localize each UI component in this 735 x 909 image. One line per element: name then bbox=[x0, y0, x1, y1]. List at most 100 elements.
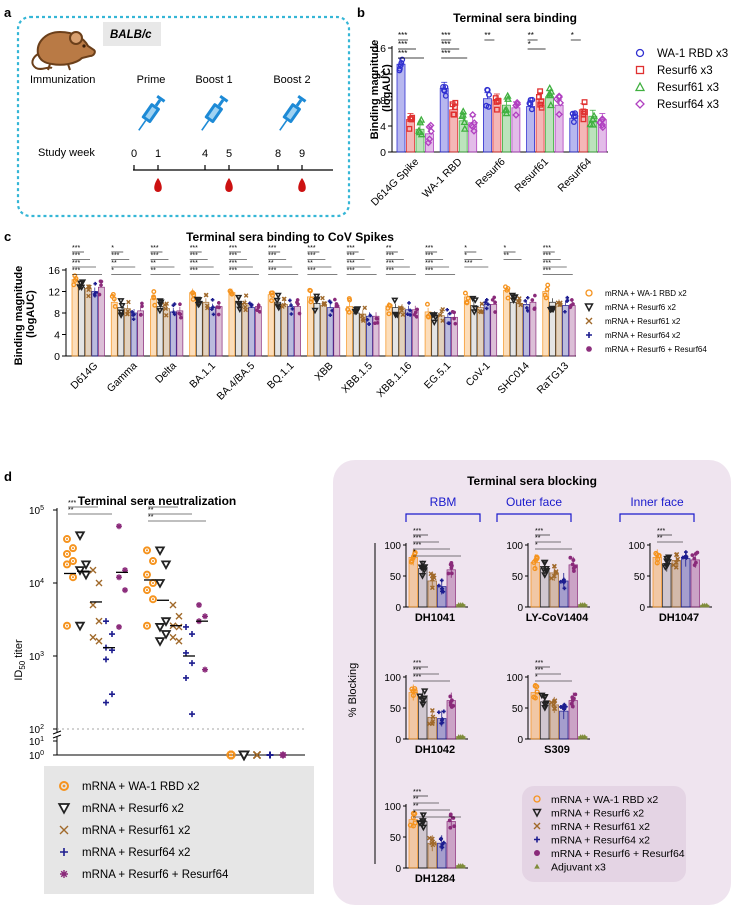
data-point bbox=[436, 583, 441, 588]
sig-text: ** bbox=[148, 500, 154, 507]
data-point bbox=[154, 546, 166, 557]
data-point bbox=[288, 298, 292, 303]
data-point bbox=[469, 295, 477, 303]
data-point bbox=[414, 314, 419, 319]
data-point bbox=[122, 587, 128, 594]
data-point bbox=[346, 309, 352, 315]
data-point bbox=[439, 578, 444, 583]
data-point bbox=[202, 613, 208, 620]
y-tick-label: 16 bbox=[374, 43, 386, 55]
data-point bbox=[512, 111, 520, 119]
data-point bbox=[229, 290, 234, 296]
data-point bbox=[307, 287, 313, 293]
week-label-4: 4 bbox=[202, 148, 208, 160]
data-point bbox=[386, 311, 392, 317]
panel-e-chart: Terminal sera blocking % Blocking RBM Out… bbox=[333, 460, 731, 905]
data-point bbox=[257, 310, 262, 314]
sig-text: *** bbox=[413, 667, 421, 674]
data-point bbox=[568, 555, 573, 560]
bar-mRNA + Resurf64 x2 bbox=[169, 311, 177, 357]
bar-mRNA + WA-1 RBD x2 bbox=[307, 296, 314, 357]
data-point bbox=[692, 556, 697, 561]
x-tick-label: BA.4/BA.5 bbox=[215, 360, 258, 403]
bar-Resurf61 x3 bbox=[458, 120, 468, 153]
data-point bbox=[72, 277, 78, 283]
data-point bbox=[63, 535, 71, 544]
legend-marker bbox=[532, 808, 542, 818]
sig-text: *** bbox=[347, 260, 355, 267]
sig-text: *** bbox=[413, 535, 421, 542]
data-point bbox=[333, 297, 337, 302]
data-point bbox=[460, 734, 466, 739]
bar-mRNA + Resurf64 x2 bbox=[248, 307, 256, 357]
data-point bbox=[387, 303, 393, 309]
study-week-label: Study week bbox=[38, 147, 95, 159]
sig-text: ** bbox=[68, 507, 74, 514]
data-point bbox=[140, 301, 144, 306]
bar-mRNA + Resurf64 x2 bbox=[483, 304, 491, 357]
data-point bbox=[441, 87, 447, 94]
data-point bbox=[116, 523, 122, 530]
y-tick-label: 0 bbox=[54, 351, 60, 363]
data-point bbox=[295, 300, 299, 305]
x-tick-label: Delta bbox=[153, 360, 179, 386]
data-point bbox=[505, 295, 511, 301]
data-point-ring bbox=[63, 549, 71, 558]
data-point bbox=[391, 297, 399, 305]
panel-e-ylabel: % Blocking bbox=[347, 663, 359, 717]
y-tick-label: 0 bbox=[395, 603, 401, 614]
data-point-ring bbox=[69, 573, 77, 582]
bar-mRNA + Resurf61 x2 bbox=[320, 305, 327, 357]
data-point bbox=[69, 544, 77, 553]
data-point-ring bbox=[143, 621, 151, 630]
data-point-center bbox=[65, 552, 69, 556]
sig-text: * bbox=[571, 31, 574, 40]
data-point-center bbox=[151, 559, 155, 563]
legend-marker-center bbox=[62, 784, 66, 788]
data-point bbox=[493, 310, 497, 314]
group-bracket bbox=[405, 513, 481, 522]
sig-text: *** bbox=[543, 260, 551, 267]
data-point bbox=[493, 106, 500, 113]
sig-text: *** bbox=[72, 253, 80, 260]
bar-mRNA + WA-1 RBD x2 bbox=[110, 301, 118, 357]
data-point bbox=[419, 560, 427, 568]
data-point bbox=[375, 321, 380, 325]
x-tick-label: RaTG13 bbox=[535, 360, 572, 397]
y-tick-label: 102 bbox=[29, 724, 44, 736]
data-point bbox=[217, 305, 221, 310]
sig-text: *** bbox=[413, 789, 421, 796]
sig-text: *** bbox=[441, 40, 450, 49]
data-point bbox=[256, 303, 261, 308]
data-point bbox=[565, 295, 570, 300]
data-point bbox=[451, 816, 456, 820]
data-point bbox=[484, 297, 489, 302]
bar-mRNA + Resurf6 + Resurf64 bbox=[254, 306, 262, 357]
data-point-center bbox=[151, 598, 155, 601]
data-point bbox=[368, 313, 373, 318]
data-point bbox=[479, 301, 485, 307]
data-point bbox=[419, 824, 428, 832]
y-tick-label: 12 bbox=[48, 287, 60, 299]
data-point bbox=[416, 693, 424, 701]
data-point bbox=[78, 279, 87, 286]
y-tick-label: 100 bbox=[29, 750, 44, 762]
bar-WA-1 RBD x3 bbox=[526, 106, 535, 153]
data-point-ring bbox=[149, 595, 157, 604]
y-tick-label: 8 bbox=[380, 95, 386, 107]
data-point bbox=[675, 556, 681, 562]
data-point bbox=[541, 572, 549, 579]
y-tick-label: 0 bbox=[517, 603, 523, 614]
sig-text: * bbox=[464, 253, 467, 260]
data-point-center bbox=[65, 537, 69, 541]
panel-b-letter: b bbox=[357, 5, 365, 20]
data-point bbox=[459, 107, 468, 115]
data-point bbox=[95, 617, 103, 625]
data-point bbox=[460, 124, 469, 132]
legend-label: mRNA + Resurf61 x2 bbox=[605, 317, 681, 326]
data-point bbox=[152, 302, 158, 308]
data-point bbox=[656, 553, 662, 559]
data-point bbox=[243, 307, 248, 313]
data-point bbox=[469, 123, 477, 131]
data-point bbox=[215, 305, 219, 309]
